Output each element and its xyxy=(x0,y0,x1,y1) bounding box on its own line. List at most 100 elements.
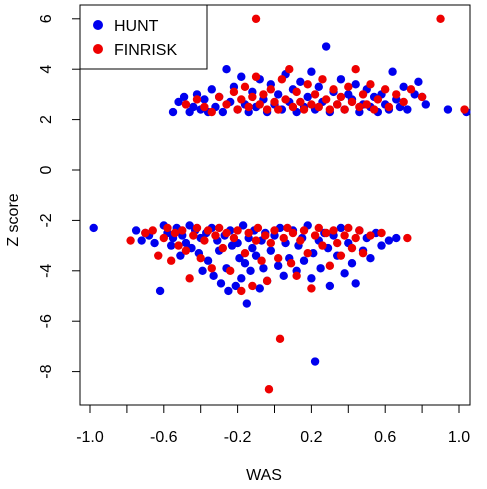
data-point-finrisk xyxy=(358,90,368,99)
data-point-hunt xyxy=(209,271,218,281)
data-point-hunt xyxy=(303,92,312,102)
data-point-hunt xyxy=(166,241,176,250)
data-point-hunt xyxy=(248,243,257,253)
legend-label-hunt: HUNT xyxy=(114,18,159,35)
data-point-finrisk xyxy=(310,90,320,99)
y-tick-label: 0 xyxy=(38,165,55,174)
data-point-hunt xyxy=(347,259,357,268)
data-point-finrisk xyxy=(369,105,379,114)
x-tick-label: 0.6 xyxy=(374,429,396,446)
data-point-hunt xyxy=(325,281,335,291)
data-point-hunt xyxy=(351,80,360,89)
data-point-finrisk xyxy=(355,226,364,235)
legend: HUNT FINRISK xyxy=(79,4,208,70)
data-point-finrisk xyxy=(321,95,331,104)
data-point-finrisk xyxy=(292,87,301,97)
data-point-hunt xyxy=(198,266,207,275)
data-point-finrisk xyxy=(333,238,342,248)
data-point-finrisk xyxy=(351,65,360,74)
data-point-finrisk xyxy=(170,228,180,238)
data-point-finrisk xyxy=(222,100,231,109)
data-point-finrisk xyxy=(255,100,264,109)
data-point-finrisk xyxy=(355,102,364,112)
data-point-finrisk xyxy=(181,246,191,255)
data-point-finrisk xyxy=(189,231,198,240)
data-point-hunt xyxy=(443,105,453,114)
data-point-finrisk xyxy=(237,95,246,104)
data-point-finrisk xyxy=(288,102,298,112)
legend-swatch-finrisk xyxy=(93,44,103,54)
data-point-hunt xyxy=(218,107,228,117)
data-point-finrisk xyxy=(266,85,276,94)
data-point-finrisk xyxy=(347,243,357,253)
data-point-finrisk xyxy=(181,100,191,109)
data-point-finrisk xyxy=(233,105,242,114)
data-point-hunt xyxy=(235,254,244,263)
x-axis-label: WAS xyxy=(246,467,282,484)
data-point-finrisk xyxy=(264,385,274,394)
data-point-finrisk xyxy=(362,100,371,109)
data-point-finrisk xyxy=(340,105,349,114)
data-point-finrisk xyxy=(325,105,335,114)
data-point-finrisk xyxy=(436,14,445,23)
data-point-finrisk xyxy=(318,241,327,250)
data-point-finrisk xyxy=(275,334,285,344)
data-point-hunt xyxy=(240,259,250,268)
data-point-finrisk xyxy=(299,226,309,235)
data-point-finrisk xyxy=(318,75,327,84)
y-tick-label: 2 xyxy=(38,115,55,124)
data-point-hunt xyxy=(314,82,323,92)
data-point-finrisk xyxy=(329,85,338,94)
data-point-hunt xyxy=(259,264,268,273)
data-point-finrisk xyxy=(141,228,150,238)
data-point-hunt xyxy=(189,102,198,112)
data-point-finrisk xyxy=(233,226,242,235)
data-point-finrisk xyxy=(366,80,375,89)
data-point-hunt xyxy=(377,241,386,250)
data-point-finrisk xyxy=(226,266,235,275)
data-point-finrisk xyxy=(329,226,338,235)
data-point-finrisk xyxy=(207,264,216,273)
data-point-hunt xyxy=(340,269,349,278)
data-point-finrisk xyxy=(283,223,292,233)
data-point-finrisk xyxy=(303,80,312,89)
data-point-hunt xyxy=(176,251,185,260)
data-point-hunt xyxy=(222,65,231,74)
data-point-finrisk xyxy=(270,97,279,107)
data-point-finrisk xyxy=(248,281,257,291)
data-point-finrisk xyxy=(192,95,202,104)
legend-label-finrisk: FINRISK xyxy=(114,42,177,59)
data-point-finrisk xyxy=(266,238,276,248)
data-point-finrisk xyxy=(273,254,283,263)
data-point-finrisk xyxy=(377,228,386,238)
data-point-hunt xyxy=(316,264,325,273)
data-point-finrisk xyxy=(163,223,172,233)
x-tick-label: -1.0 xyxy=(76,429,104,446)
data-point-hunt xyxy=(168,107,178,117)
data-point-finrisk xyxy=(307,100,316,109)
data-point-finrisk xyxy=(358,248,368,258)
data-point-finrisk xyxy=(185,274,194,283)
data-point-finrisk xyxy=(253,223,263,233)
data-point-finrisk xyxy=(244,102,253,112)
data-point-finrisk xyxy=(417,92,427,102)
data-point-finrisk xyxy=(203,226,213,235)
data-point-finrisk xyxy=(347,97,357,107)
data-point-finrisk xyxy=(373,95,383,104)
data-point-finrisk xyxy=(307,284,316,293)
data-point-finrisk xyxy=(403,233,412,243)
data-point-hunt xyxy=(246,266,255,275)
data-point-finrisk xyxy=(207,107,216,117)
data-point-finrisk xyxy=(262,276,272,286)
data-point-hunt xyxy=(174,97,183,107)
data-point-hunt xyxy=(336,223,346,233)
data-point-hunt xyxy=(251,251,261,260)
data-point-hunt xyxy=(296,77,305,87)
data-point-finrisk xyxy=(251,236,261,245)
data-point-hunt xyxy=(137,236,146,245)
data-point-finrisk xyxy=(240,82,250,92)
data-point-finrisk xyxy=(211,231,220,240)
data-point-finrisk xyxy=(218,243,228,253)
data-point-hunt xyxy=(414,77,423,87)
